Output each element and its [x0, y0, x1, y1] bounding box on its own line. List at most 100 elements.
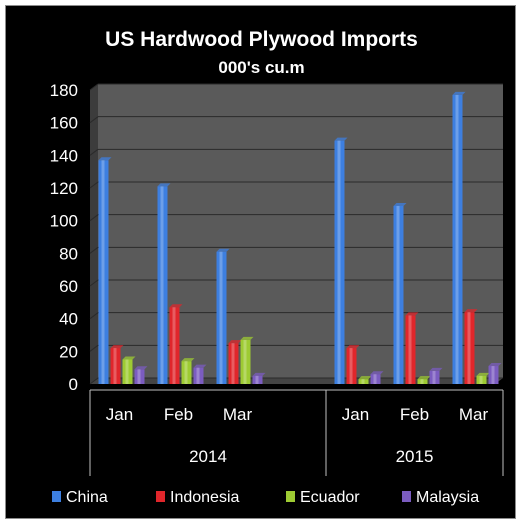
bar-ecuador	[417, 379, 428, 384]
bar-malaysia	[370, 374, 381, 384]
chart-frame: US Hardwood Plywood Imports 000's cu.m 0…	[5, 5, 516, 519]
bar-top-malaysia	[252, 372, 266, 376]
x-tick-label: Feb	[164, 405, 193, 424]
bar-highlight	[125, 359, 129, 384]
bar-ecuador	[358, 379, 369, 384]
gridline-side	[89, 83, 99, 91]
bar-highlight	[243, 339, 247, 384]
gridline-side	[89, 116, 99, 124]
bar-indonesia	[464, 312, 475, 384]
bar-highlight	[337, 140, 341, 384]
bar-malaysia	[193, 367, 204, 384]
bar-top-china	[216, 248, 230, 252]
y-tick-label: 20	[59, 342, 78, 361]
y-tick-label: 120	[50, 179, 78, 198]
bar-top-ecuador	[240, 336, 254, 340]
bar-indonesia	[346, 348, 357, 384]
bar-highlight	[467, 312, 471, 384]
y-tick-label: 180	[50, 81, 78, 100]
gridline-side	[89, 214, 99, 222]
bar-top-ecuador	[476, 372, 490, 376]
bar-highlight	[349, 348, 353, 384]
bar-top-malaysia	[429, 367, 443, 371]
bar-highlight	[420, 379, 424, 384]
plot-side-wall	[90, 84, 98, 384]
bar-top-china	[334, 137, 348, 141]
bar-china	[334, 140, 345, 384]
bar-top-ecuador	[122, 356, 136, 360]
group-label: 2015	[396, 447, 434, 466]
y-tick-label: 160	[50, 114, 78, 133]
bar-top-indonesia	[169, 304, 183, 308]
bar-china	[216, 251, 227, 384]
y-tick-label: 140	[50, 146, 78, 165]
bar-top-ecuador	[181, 358, 195, 362]
gridline-side	[89, 344, 99, 352]
bar-highlight	[231, 343, 235, 384]
bar-highlight	[408, 315, 412, 384]
chart-subtitle: 000's cu.m	[218, 58, 305, 77]
bar-china	[393, 205, 404, 384]
y-tick-label: 60	[59, 277, 78, 296]
bar-indonesia	[228, 343, 239, 384]
group-label: 2014	[189, 447, 227, 466]
x-tick-label: Mar	[459, 405, 489, 424]
legend-swatch-china	[52, 491, 61, 502]
bar-malaysia	[134, 369, 145, 384]
bar-top-ecuador	[358, 376, 372, 380]
bar-top-china	[98, 157, 112, 161]
bar-china	[157, 186, 168, 384]
bar-top-china	[452, 91, 466, 95]
bar-top-indonesia	[464, 309, 478, 313]
bar-highlight	[255, 375, 259, 384]
x-tick-label: Jan	[106, 405, 133, 424]
bar-top-indonesia	[405, 312, 419, 316]
bar-top-malaysia	[370, 371, 384, 375]
bar-indonesia	[405, 315, 416, 384]
x-tick-label: Feb	[400, 405, 429, 424]
bar-top-china	[393, 202, 407, 206]
bar-highlight	[184, 361, 188, 384]
bar-highlight	[219, 251, 223, 384]
bar-ecuador	[240, 339, 251, 384]
bar-ecuador	[476, 375, 487, 384]
bar-top-malaysia	[193, 364, 207, 368]
x-tick-label: Jan	[342, 405, 369, 424]
chart-title: US Hardwood Plywood Imports	[105, 28, 418, 51]
legend-swatch-indonesia	[156, 491, 165, 502]
bar-highlight	[361, 379, 365, 384]
gridline-side	[89, 279, 99, 287]
bar-ecuador	[181, 361, 192, 384]
bar-highlight	[373, 374, 377, 384]
bar-highlight	[137, 369, 141, 384]
bar-highlight	[479, 375, 483, 384]
bar-highlight	[396, 205, 400, 384]
bar-highlight	[101, 160, 105, 384]
gridline-side	[89, 181, 99, 189]
y-tick-label: 100	[50, 212, 78, 231]
legend-label-china: China	[66, 489, 108, 506]
bar-top-indonesia	[346, 345, 360, 349]
gridline-side	[89, 312, 99, 320]
y-tick-label: 0	[69, 375, 78, 394]
bar-malaysia	[252, 375, 263, 384]
bar-ecuador	[122, 359, 133, 384]
bar-highlight	[172, 307, 176, 384]
bar-top-indonesia	[110, 345, 124, 349]
y-tick-label: 40	[59, 310, 78, 329]
x-tick-label: Mar	[223, 405, 253, 424]
chart-plot: 0 20 40 60 80 100 120 140 160 180 Jan Feb Mar Jan Feb M…	[50, 81, 504, 506]
bar-china	[452, 94, 463, 385]
gridline-side	[89, 246, 99, 254]
legend-label-malaysia: Malaysia	[416, 489, 479, 506]
bar-top-malaysia	[134, 366, 148, 370]
legend-swatch-ecuador	[286, 491, 295, 502]
bar-top-malaysia	[488, 363, 502, 367]
legend-swatch-malaysia	[402, 491, 411, 502]
legend-label-ecuador: Ecuador	[300, 489, 360, 506]
bar-indonesia	[169, 307, 180, 384]
bar-highlight	[491, 366, 495, 384]
bar-malaysia	[488, 366, 499, 384]
gridline-side	[89, 377, 99, 385]
bar-highlight	[432, 370, 436, 384]
